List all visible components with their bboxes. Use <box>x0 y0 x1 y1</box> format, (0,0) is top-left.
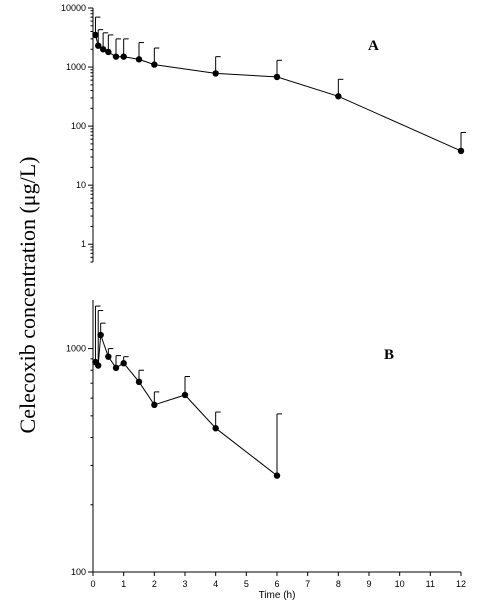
data-point <box>151 401 158 409</box>
data-point <box>112 364 120 372</box>
y-axis-label: Celecoxib concentration (μg/L) <box>15 157 40 434</box>
series-line <box>95 334 278 476</box>
data-point <box>120 53 127 60</box>
y-tick-label: 1 <box>81 239 86 249</box>
data-point <box>99 46 107 53</box>
data-point <box>135 378 143 386</box>
x-tick-label: 7 <box>305 579 310 589</box>
data-point <box>112 53 120 60</box>
y-tick-label: 10 <box>76 180 86 190</box>
x-tick-label: 0 <box>90 579 95 589</box>
x-tick-label: 6 <box>274 579 279 589</box>
panel-a: 1 10 100 1000 10000 A <box>61 3 466 263</box>
x-tick-label: 5 <box>244 579 249 589</box>
data-point <box>181 391 189 399</box>
y-tick-label: 10000 <box>61 3 86 13</box>
data-point <box>92 31 99 39</box>
data-point <box>273 472 281 479</box>
x-tick-label: 9 <box>366 579 371 589</box>
x-tick-label: 8 <box>336 579 341 589</box>
y-tick-label: 1000 <box>66 62 86 72</box>
x-tick-label: 3 <box>182 579 187 589</box>
x-tick-label: 2 <box>152 579 157 589</box>
data-point <box>95 362 102 369</box>
x-axis: 0 1 2 3 4 5 6 7 8 9 10 11 12 <box>90 571 466 589</box>
x-tick-label: 10 <box>395 579 405 589</box>
data-point <box>135 56 143 63</box>
data-point <box>120 360 127 367</box>
x-tick-label: 11 <box>426 579 435 589</box>
data-point <box>97 331 104 339</box>
data-point <box>273 73 281 81</box>
data-point <box>105 353 112 360</box>
data-point <box>212 425 219 432</box>
panel-label: A <box>368 38 379 54</box>
series-line <box>95 34 462 152</box>
data-point <box>151 61 158 68</box>
data-point <box>335 93 342 100</box>
data-point <box>105 48 112 56</box>
x-tick-label: 1 <box>121 579 126 589</box>
panel-b: 100 1000 B <box>66 300 394 577</box>
data-point <box>457 147 465 155</box>
data-point <box>212 70 219 77</box>
data-point <box>95 42 102 49</box>
y-tick-label: 1000 <box>66 344 86 354</box>
y-tick-label: 100 <box>71 121 86 131</box>
y-tick-label: 100 <box>71 567 86 577</box>
panel-label: B <box>384 347 394 363</box>
x-axis-label: Time (h) <box>259 590 296 601</box>
x-tick-label: 4 <box>213 579 218 589</box>
x-tick-label: 12 <box>456 579 466 589</box>
